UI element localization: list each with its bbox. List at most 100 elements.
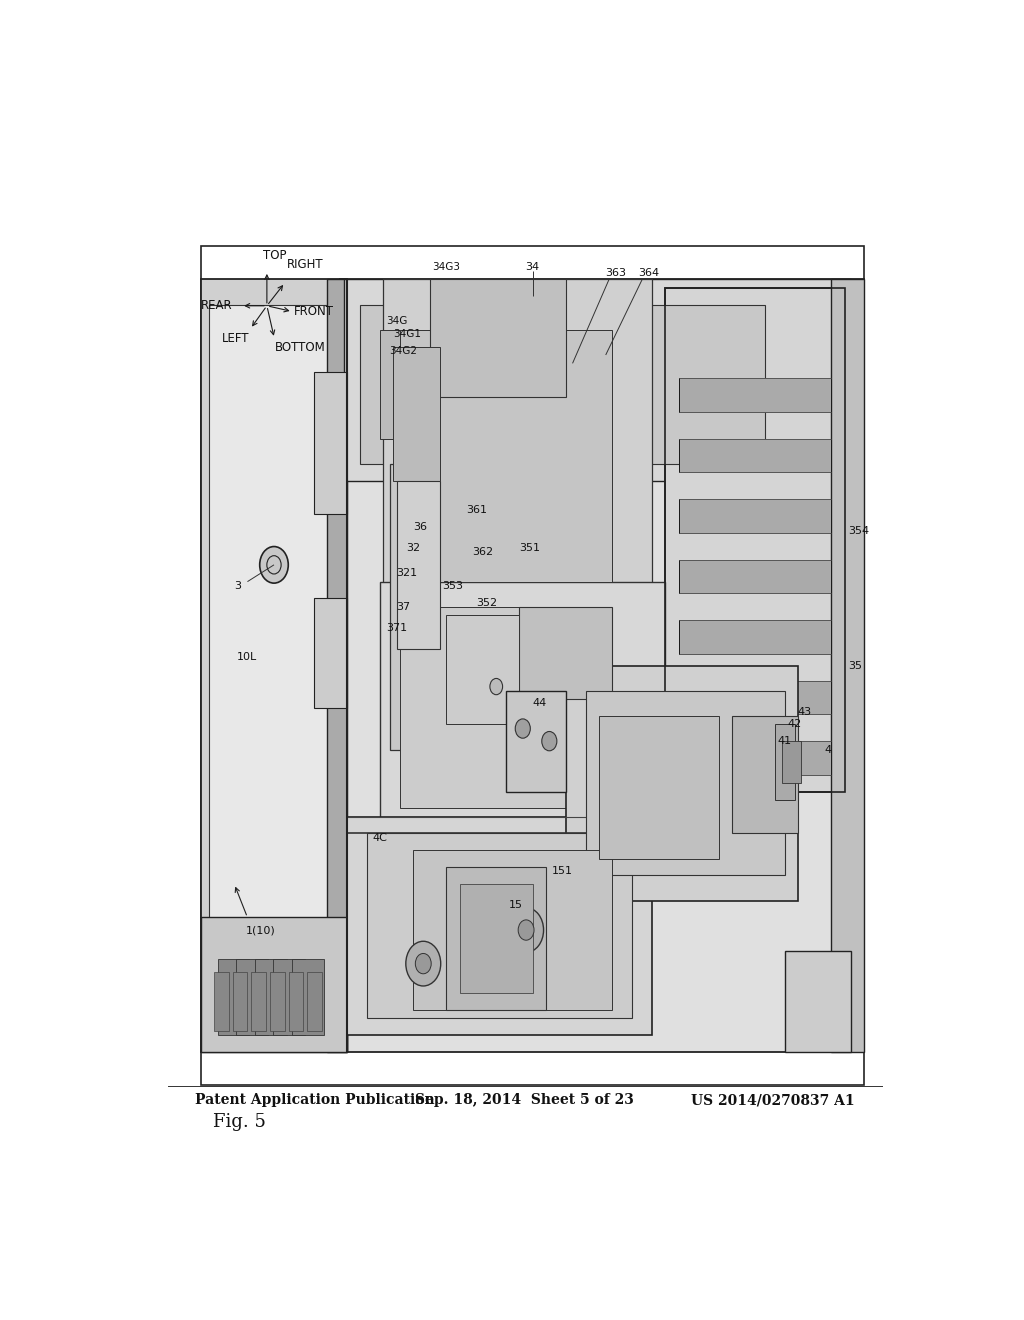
Bar [367, 833, 632, 1018]
Bar [201, 935, 347, 1052]
Text: REAR: REAR [201, 300, 232, 313]
Text: 4: 4 [824, 744, 831, 755]
Circle shape [542, 731, 557, 751]
Text: 42: 42 [787, 719, 802, 730]
Text: RIGHT: RIGHT [287, 257, 324, 271]
Bar [232, 972, 248, 1031]
Bar [446, 615, 519, 725]
Bar [666, 288, 845, 792]
Text: FRONT: FRONT [294, 305, 334, 318]
Bar [566, 665, 798, 900]
Text: 363: 363 [605, 268, 626, 277]
Circle shape [515, 719, 530, 738]
Text: 37: 37 [396, 602, 411, 611]
Bar [327, 280, 347, 1052]
Bar [586, 690, 784, 875]
Text: LEFT: LEFT [222, 333, 250, 345]
Text: US 2014/0270837 A1: US 2014/0270837 A1 [690, 1093, 854, 1107]
Bar [679, 499, 831, 533]
Text: 36: 36 [413, 521, 427, 532]
Text: 353: 353 [442, 581, 464, 591]
Bar [666, 288, 845, 792]
Bar [201, 917, 347, 1052]
Text: 41: 41 [778, 737, 792, 746]
Bar [390, 465, 410, 750]
Bar [679, 741, 831, 775]
Text: 15: 15 [509, 900, 523, 909]
Bar [360, 305, 765, 465]
Bar [679, 681, 831, 714]
Bar [393, 347, 440, 480]
Bar [209, 305, 331, 1027]
Bar [396, 480, 440, 649]
Bar [380, 330, 572, 440]
Bar [831, 280, 864, 1052]
Text: 321: 321 [396, 568, 417, 578]
Text: Patent Application Publication: Patent Application Publication [196, 1093, 435, 1107]
Bar [679, 560, 831, 594]
Bar [400, 607, 599, 808]
Bar [679, 379, 831, 412]
Text: 32: 32 [407, 543, 421, 553]
Bar [289, 972, 303, 1031]
Bar [380, 582, 666, 833]
Bar [214, 972, 229, 1031]
Text: 351: 351 [519, 543, 540, 553]
Bar [446, 867, 546, 1010]
Bar [732, 715, 798, 833]
Text: 4C: 4C [373, 833, 387, 842]
Bar [201, 246, 864, 1085]
Bar [506, 690, 566, 792]
Text: 371: 371 [386, 623, 408, 632]
Text: 151: 151 [552, 866, 573, 876]
Bar [347, 817, 652, 1035]
Text: TOP: TOP [263, 249, 287, 263]
Text: Fig. 5: Fig. 5 [213, 1113, 266, 1131]
Circle shape [518, 920, 535, 940]
Bar [270, 972, 285, 1031]
Text: 34G3: 34G3 [432, 261, 461, 272]
Text: 10L: 10L [238, 652, 258, 663]
Text: 361: 361 [466, 506, 486, 515]
Text: 35: 35 [848, 660, 862, 671]
Circle shape [260, 546, 289, 583]
Text: 44: 44 [532, 698, 547, 709]
Bar [313, 372, 347, 515]
Circle shape [406, 941, 440, 986]
Bar [400, 330, 612, 582]
Bar [775, 725, 795, 800]
Bar [252, 972, 266, 1031]
Bar [201, 280, 347, 1052]
Text: 34G1: 34G1 [392, 329, 421, 339]
Text: 362: 362 [472, 548, 494, 557]
Bar [679, 620, 831, 653]
Circle shape [416, 953, 431, 974]
Bar [307, 972, 322, 1031]
Bar [217, 960, 250, 1035]
Bar [237, 960, 268, 1035]
Bar [383, 280, 652, 623]
Circle shape [489, 678, 503, 694]
Bar [313, 598, 347, 708]
Bar [519, 607, 612, 700]
Bar [273, 960, 305, 1035]
Bar [430, 280, 566, 397]
Text: BOTTOM: BOTTOM [275, 341, 326, 354]
Bar [784, 950, 851, 1052]
Bar [292, 960, 324, 1035]
Text: 352: 352 [476, 598, 497, 607]
Text: 34G: 34G [386, 317, 408, 326]
Text: 34G2: 34G2 [389, 346, 418, 356]
Bar [344, 280, 851, 480]
Bar [679, 440, 831, 473]
Bar [340, 280, 864, 1052]
Bar [599, 715, 719, 859]
Bar [460, 884, 532, 993]
Text: Sep. 18, 2014  Sheet 5 of 23: Sep. 18, 2014 Sheet 5 of 23 [416, 1093, 634, 1107]
Text: 43: 43 [798, 706, 812, 717]
Bar [781, 741, 802, 783]
Bar [414, 850, 612, 1010]
Circle shape [509, 908, 544, 953]
Text: 3: 3 [234, 581, 241, 591]
Text: 34: 34 [525, 261, 540, 272]
